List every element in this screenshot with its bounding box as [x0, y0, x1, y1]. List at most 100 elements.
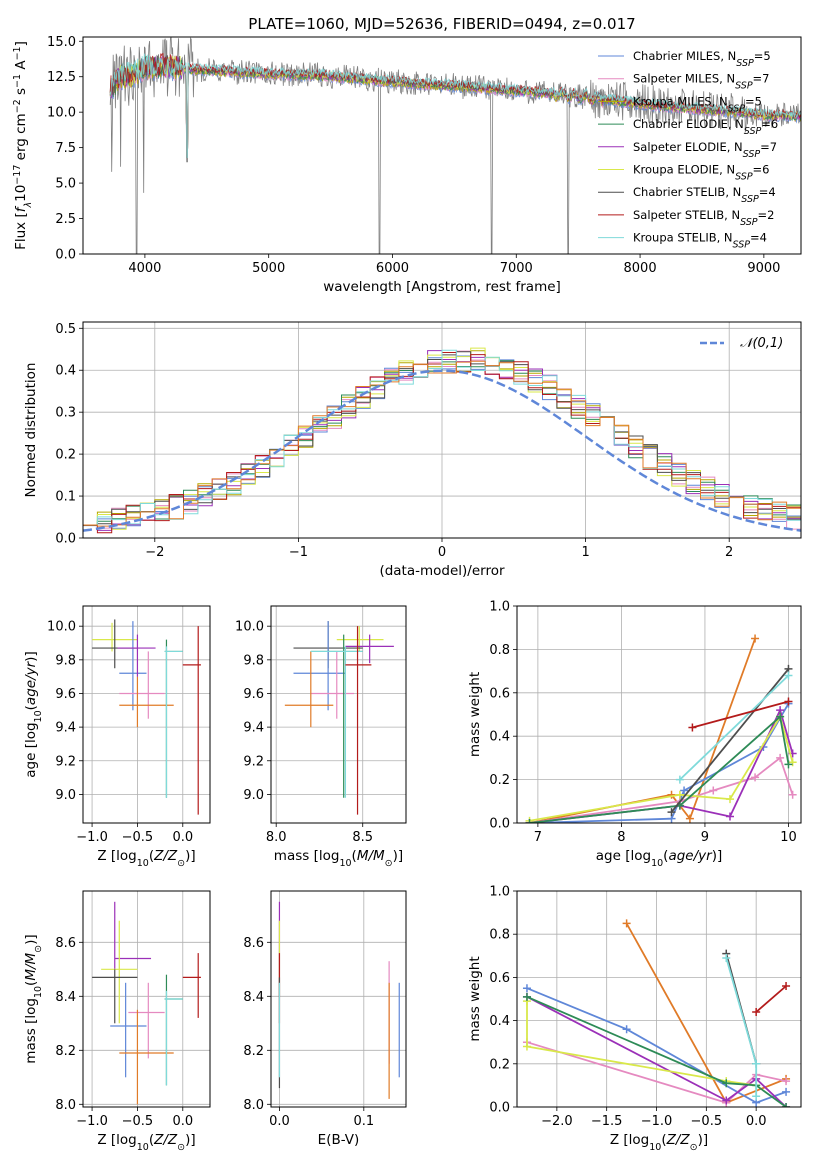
data-point	[336, 626, 384, 652]
label-part: M/M	[23, 952, 39, 980]
y-tick-label: 0.0	[489, 817, 510, 832]
weight-series-line	[692, 700, 789, 729]
data-point	[114, 901, 152, 970]
model-series-line	[109, 53, 801, 159]
y-tick-label: 0.8	[489, 928, 510, 943]
y-tick-label: 0.4	[55, 364, 76, 379]
weight-marker	[726, 812, 734, 821]
chart-mass_vs_Z: −1.0 −0.5 0.08.08.28.48.6Z [log10(Z/Z⊙)]ma…	[23, 890, 211, 1153]
x-axis-label: (data-model)/error	[379, 563, 505, 579]
x-tick-label: 4000	[128, 261, 161, 276]
label-part: SSP	[735, 171, 753, 182]
y-tick-label: 0.4	[489, 1014, 510, 1029]
x-axis-label: Z [log10(Z/Z⊙)]	[610, 1132, 708, 1153]
label-part: )]	[23, 934, 39, 945]
weight-marker	[782, 1103, 791, 1107]
label-part: (	[352, 848, 357, 864]
y-tick-label: 9.8	[55, 653, 76, 668]
data-point	[182, 626, 201, 815]
y-tick-label: 9.0	[243, 788, 264, 803]
label-part: Z/Z	[666, 1132, 691, 1148]
label-part: mass weight	[467, 672, 483, 757]
data-point	[119, 676, 174, 728]
x-tick-label: 9000	[747, 261, 780, 276]
label-part: mass [	[274, 848, 319, 864]
label-part: Kroupa STELIB, N	[633, 231, 733, 245]
x-tick-label: 9	[701, 830, 709, 845]
plot-area	[525, 634, 797, 823]
plot-area	[92, 619, 201, 815]
label-part: =4	[750, 231, 767, 245]
y-tick-label: 9.8	[243, 653, 264, 668]
y-tick-label: 12.5	[47, 70, 76, 85]
weight-marker	[667, 790, 676, 799]
weight-marker	[782, 1087, 791, 1096]
y-tick-label: 0.2	[489, 1057, 510, 1072]
x-tick-label: −0.5	[691, 1114, 723, 1129]
weight-marker	[722, 1079, 731, 1088]
normal-reference-curve	[83, 369, 801, 532]
label-part: age/yr	[23, 660, 39, 705]
label-part: SSP	[744, 126, 762, 137]
label-part: Z/Z	[153, 1132, 178, 1148]
label-part: =7	[753, 72, 770, 86]
label-part: λ	[23, 202, 34, 209]
x-tick-label: 0.1	[353, 1114, 374, 1129]
axes-frame	[82, 890, 211, 1108]
label-part: Chabrier ELODIE, N	[633, 117, 744, 131]
plot-area	[92, 901, 201, 1105]
data-point	[110, 982, 147, 1078]
label-part: =2	[758, 208, 775, 222]
weight-marker	[722, 1096, 731, 1105]
weight-marker	[776, 753, 785, 762]
label-part: (	[23, 981, 39, 986]
label-part: Salpeter ELODIE, N	[633, 140, 743, 154]
weight-marker	[752, 1007, 761, 1016]
y-tick-label: 0.2	[489, 773, 510, 788]
y-tick-label: 0.0	[489, 1101, 510, 1116]
y-tick-label: 8.0	[55, 1098, 76, 1113]
label-part: )]	[712, 848, 723, 864]
label-part: ⊙	[690, 1142, 698, 1153]
weight-marker	[726, 795, 734, 804]
label-part: log	[629, 1132, 650, 1148]
weight-marker	[782, 982, 791, 991]
weight-series-line	[526, 996, 787, 1107]
label-part: (data-model)/error	[379, 563, 505, 579]
weight-marker	[784, 671, 793, 680]
label-part: SSP	[735, 80, 753, 91]
plot-area	[284, 621, 394, 815]
x-tick-label: 0	[438, 545, 446, 560]
x-tick-label: 8.5	[352, 830, 373, 845]
x-tick-label: −1	[289, 545, 308, 560]
weight-marker	[709, 786, 718, 795]
x-tick-label: 7000	[500, 261, 533, 276]
legend-entry: Chabrier MILES, NSSP=5	[633, 49, 771, 69]
label-part: 10	[651, 858, 663, 869]
chart-mass_vs_EBV: 0.0 0.1 8.0 8.2 8.4 8.6 E(B-V)	[243, 890, 407, 1148]
weight-marker	[722, 953, 731, 962]
weight-marker	[788, 790, 797, 799]
y-axis-label: mass weight	[467, 672, 483, 757]
y-tick-label: 0.5	[55, 322, 76, 337]
chart-age_vs_mass: 8.0 8.5 9.0 9.2 9.4 9.6 9.8 10.0 mass [log10(M/M…	[235, 605, 407, 869]
label-part: SSP	[740, 216, 758, 227]
label-part: ⊙	[177, 858, 185, 869]
y-tick-label: 8.4	[243, 990, 264, 1005]
data-point	[310, 651, 355, 719]
axes-frame	[82, 36, 802, 255]
label-part: )]	[23, 651, 39, 662]
x-tick-label: 10	[780, 830, 797, 845]
y-tick-label: 8.2	[55, 1044, 76, 1059]
label-part: log	[116, 1132, 137, 1148]
y-tick-label: 0.3	[55, 406, 76, 421]
weight-marker	[680, 786, 689, 795]
y-tick-label: 0.0	[55, 248, 76, 263]
label-part: 10	[33, 710, 44, 722]
label-part: )]	[185, 1132, 196, 1148]
data-point	[345, 634, 394, 664]
label-part: 10	[649, 1142, 661, 1153]
weight-marker	[522, 992, 531, 1001]
y-tick-label: 9.2	[55, 754, 76, 769]
label-part: age/yr	[668, 848, 713, 864]
